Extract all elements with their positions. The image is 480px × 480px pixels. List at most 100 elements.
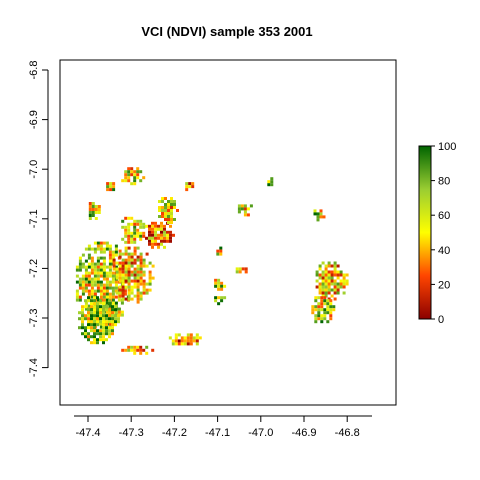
raster-cell <box>160 222 163 225</box>
raster-cell <box>196 336 199 339</box>
raster-cell <box>142 235 145 238</box>
raster-cell <box>334 262 337 265</box>
raster-cell <box>323 299 326 302</box>
raster-cell <box>88 254 91 257</box>
raster-cell <box>170 206 173 209</box>
raster-cell <box>100 245 103 248</box>
raster-cell <box>133 179 136 182</box>
raster-cell <box>88 272 91 275</box>
raster-cell <box>241 207 244 210</box>
raster-cell <box>79 269 82 272</box>
x-tick-label: -47.2 <box>162 427 187 439</box>
raster-cell <box>314 299 317 302</box>
raster-cell <box>139 235 142 238</box>
raster-cell <box>314 296 317 299</box>
raster-cell <box>184 342 187 345</box>
raster-cell <box>93 338 96 341</box>
raster-cell <box>136 232 139 235</box>
raster-cell <box>322 283 325 286</box>
raster-cell <box>100 242 103 245</box>
raster-cell <box>320 299 323 302</box>
raster-cell <box>337 286 340 289</box>
raster-cell <box>96 314 99 317</box>
raster-cell <box>92 205 95 208</box>
raster-cell <box>124 235 127 238</box>
raster-cell <box>106 182 109 185</box>
raster-cell <box>102 338 105 341</box>
raster-cell <box>340 280 343 283</box>
raster-cell <box>122 286 125 289</box>
raster-cell <box>238 210 241 213</box>
raster-cell <box>322 277 325 280</box>
raster-cell <box>140 253 143 256</box>
raster-cell <box>143 274 146 277</box>
raster-cell <box>140 262 143 265</box>
raster-cell <box>102 329 105 332</box>
raster-cell <box>85 281 88 284</box>
raster-cell <box>99 299 102 302</box>
raster-cell <box>161 197 164 200</box>
raster-cell <box>98 208 101 211</box>
raster-cell <box>89 205 92 208</box>
raster-cell <box>106 275 109 278</box>
raster-cell <box>91 284 94 287</box>
raster-cell <box>82 278 85 281</box>
raster-cell <box>97 284 100 287</box>
raster-cell <box>124 241 127 244</box>
raster-cell <box>320 209 323 212</box>
raster-cell <box>329 299 332 302</box>
raster-cell <box>322 274 325 277</box>
raster-cell <box>127 226 130 229</box>
raster-cell <box>125 247 128 250</box>
raster-cell <box>121 220 124 223</box>
raster-cell <box>245 270 248 273</box>
raster-cell <box>328 262 331 265</box>
raster-cell <box>154 234 157 237</box>
raster-cell <box>137 277 140 280</box>
raster-cell <box>131 280 134 283</box>
raster-cell <box>79 299 82 302</box>
raster-cell <box>149 289 152 292</box>
raster-cell <box>96 305 99 308</box>
raster-cell <box>137 274 140 277</box>
raster-cell <box>133 346 136 349</box>
raster-cell <box>346 283 349 286</box>
raster-cell <box>92 214 95 217</box>
raster-cell <box>115 245 118 248</box>
raster-cell <box>119 271 122 274</box>
raster-cell <box>105 305 108 308</box>
raster-cell <box>149 271 152 274</box>
raster-cell <box>332 308 335 311</box>
raster-cell <box>122 262 125 265</box>
raster-cell <box>109 185 112 188</box>
raster-cell <box>114 317 117 320</box>
raster-cell <box>94 275 97 278</box>
raster-cell <box>317 215 320 218</box>
raster-cell <box>136 223 139 226</box>
raster-cell <box>115 281 118 284</box>
raster-cell <box>319 292 322 295</box>
raster-cell <box>76 266 79 269</box>
raster-cell <box>319 286 322 289</box>
raster-cell <box>170 200 173 203</box>
raster-cell <box>320 302 323 305</box>
raster-cell <box>323 308 326 311</box>
raster-cell <box>130 238 133 241</box>
raster-cell <box>146 292 149 295</box>
raster-cell <box>140 295 143 298</box>
raster-cell <box>167 221 170 224</box>
raster-cell <box>100 257 103 260</box>
raster-cell <box>103 257 106 260</box>
raster-cell <box>90 326 93 329</box>
raster-cell <box>82 275 85 278</box>
x-tick-label: -47.0 <box>248 427 273 439</box>
raster-cell <box>133 226 136 229</box>
raster-cell <box>139 238 142 241</box>
raster-cell <box>131 274 134 277</box>
raster-cell <box>130 217 133 220</box>
raster-cell <box>173 206 176 209</box>
raster-cell <box>136 173 139 176</box>
raster-cell <box>95 211 98 214</box>
raster-cell <box>142 176 145 179</box>
raster-cell <box>220 296 223 299</box>
